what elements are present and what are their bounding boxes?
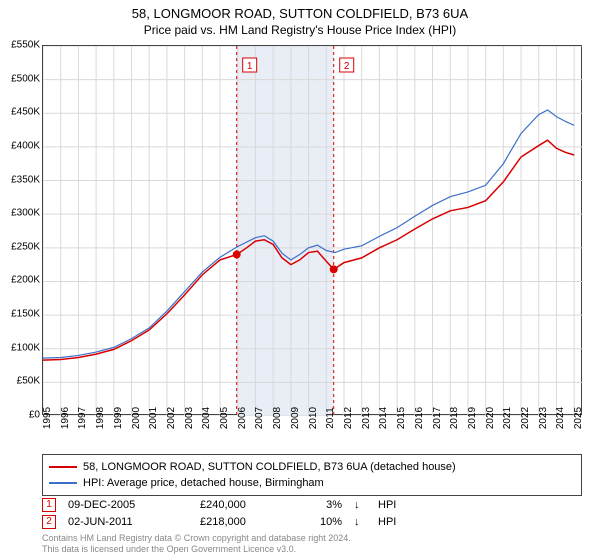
x-tick-label: 2007 — [254, 407, 265, 429]
x-tick-label: 2014 — [378, 407, 389, 429]
marker-date: 09-DEC-2005 — [68, 499, 188, 511]
svg-text:2: 2 — [344, 61, 350, 72]
y-tick-label: £200K — [0, 275, 40, 286]
marker-badge: 2 — [42, 515, 56, 529]
x-tick-label: 2016 — [414, 407, 425, 429]
y-tick-label: £300K — [0, 208, 40, 219]
y-tick-label: £450K — [0, 107, 40, 118]
x-tick-label: 1996 — [60, 407, 71, 429]
legend: 58, LONGMOOR ROAD, SUTTON COLDFIELD, B73… — [42, 454, 582, 496]
x-tick-label: 2025 — [573, 407, 584, 429]
x-tick-label: 2011 — [325, 407, 336, 429]
footer-line: This data is licensed under the Open Gov… — [42, 544, 351, 555]
footer-line: Contains HM Land Registry data © Crown c… — [42, 533, 351, 544]
x-tick-label: 2009 — [290, 407, 301, 429]
x-tick-label: 1999 — [113, 407, 124, 429]
title-block: 58, LONGMOOR ROAD, SUTTON COLDFIELD, B73… — [0, 0, 600, 37]
x-tick-label: 2020 — [485, 407, 496, 429]
chart-svg: 12 — [43, 46, 583, 416]
x-tick-label: 2003 — [184, 407, 195, 429]
svg-text:1: 1 — [247, 61, 253, 72]
y-tick-label: £550K — [0, 40, 40, 51]
down-arrow-icon: ↓ — [354, 516, 366, 528]
x-tick-label: 2023 — [538, 407, 549, 429]
legend-swatch-property — [49, 466, 77, 468]
y-tick-label: £400K — [0, 140, 40, 151]
x-tick-label: 2019 — [467, 407, 478, 429]
x-tick-label: 2000 — [131, 407, 142, 429]
x-tick-label: 2001 — [148, 407, 159, 429]
x-tick-label: 2002 — [166, 407, 177, 429]
chart-subtitle: Price paid vs. HM Land Registry's House … — [0, 23, 600, 37]
x-tick-label: 2004 — [201, 407, 212, 429]
marker-price: £218,000 — [200, 516, 290, 528]
x-tick-label: 2005 — [219, 407, 230, 429]
x-tick-label: 1995 — [42, 407, 53, 429]
legend-label-property: 58, LONGMOOR ROAD, SUTTON COLDFIELD, B73… — [83, 461, 456, 473]
x-tick-label: 1998 — [95, 407, 106, 429]
marker-badge: 1 — [42, 498, 56, 512]
marker-date: 02-JUN-2011 — [68, 516, 188, 528]
x-tick-label: 2021 — [502, 407, 513, 429]
legend-label-hpi: HPI: Average price, detached house, Birm… — [83, 477, 324, 489]
y-tick-label: £50K — [0, 376, 40, 387]
legend-swatch-hpi — [49, 482, 77, 484]
x-tick-label: 2024 — [555, 407, 566, 429]
y-tick-label: £150K — [0, 309, 40, 320]
sale-marker-row: 2 02-JUN-2011 £218,000 10% ↓ HPI — [42, 513, 582, 530]
chart-title: 58, LONGMOOR ROAD, SUTTON COLDFIELD, B73… — [0, 6, 600, 21]
sale-marker-table: 1 09-DEC-2005 £240,000 3% ↓ HPI 2 02-JUN… — [42, 496, 582, 530]
marker-hpi-suffix: HPI — [378, 516, 408, 528]
chart-container: 58, LONGMOOR ROAD, SUTTON COLDFIELD, B73… — [0, 0, 600, 560]
x-tick-label: 2022 — [520, 407, 531, 429]
x-tick-label: 2008 — [272, 407, 283, 429]
marker-hpi-suffix: HPI — [378, 499, 408, 511]
legend-row-property: 58, LONGMOOR ROAD, SUTTON COLDFIELD, B73… — [49, 459, 575, 475]
footer-attribution: Contains HM Land Registry data © Crown c… — [42, 533, 351, 555]
y-tick-label: £100K — [0, 342, 40, 353]
x-tick-label: 1997 — [77, 407, 88, 429]
x-tick-label: 2010 — [308, 407, 319, 429]
down-arrow-icon: ↓ — [354, 499, 366, 511]
x-tick-label: 2013 — [361, 407, 372, 429]
marker-price: £240,000 — [200, 499, 290, 511]
x-tick-label: 2017 — [432, 407, 443, 429]
plot-area: 12 — [42, 45, 582, 415]
x-tick-label: 2012 — [343, 407, 354, 429]
legend-row-hpi: HPI: Average price, detached house, Birm… — [49, 475, 575, 491]
marker-pct: 10% — [302, 516, 342, 528]
x-tick-label: 2015 — [396, 407, 407, 429]
y-tick-label: £0 — [0, 410, 40, 421]
x-tick-label: 2018 — [449, 407, 460, 429]
y-tick-label: £350K — [0, 174, 40, 185]
y-tick-label: £250K — [0, 241, 40, 252]
marker-pct: 3% — [302, 499, 342, 511]
x-tick-label: 2006 — [237, 407, 248, 429]
y-tick-label: £500K — [0, 73, 40, 84]
sale-marker-row: 1 09-DEC-2005 £240,000 3% ↓ HPI — [42, 496, 582, 513]
